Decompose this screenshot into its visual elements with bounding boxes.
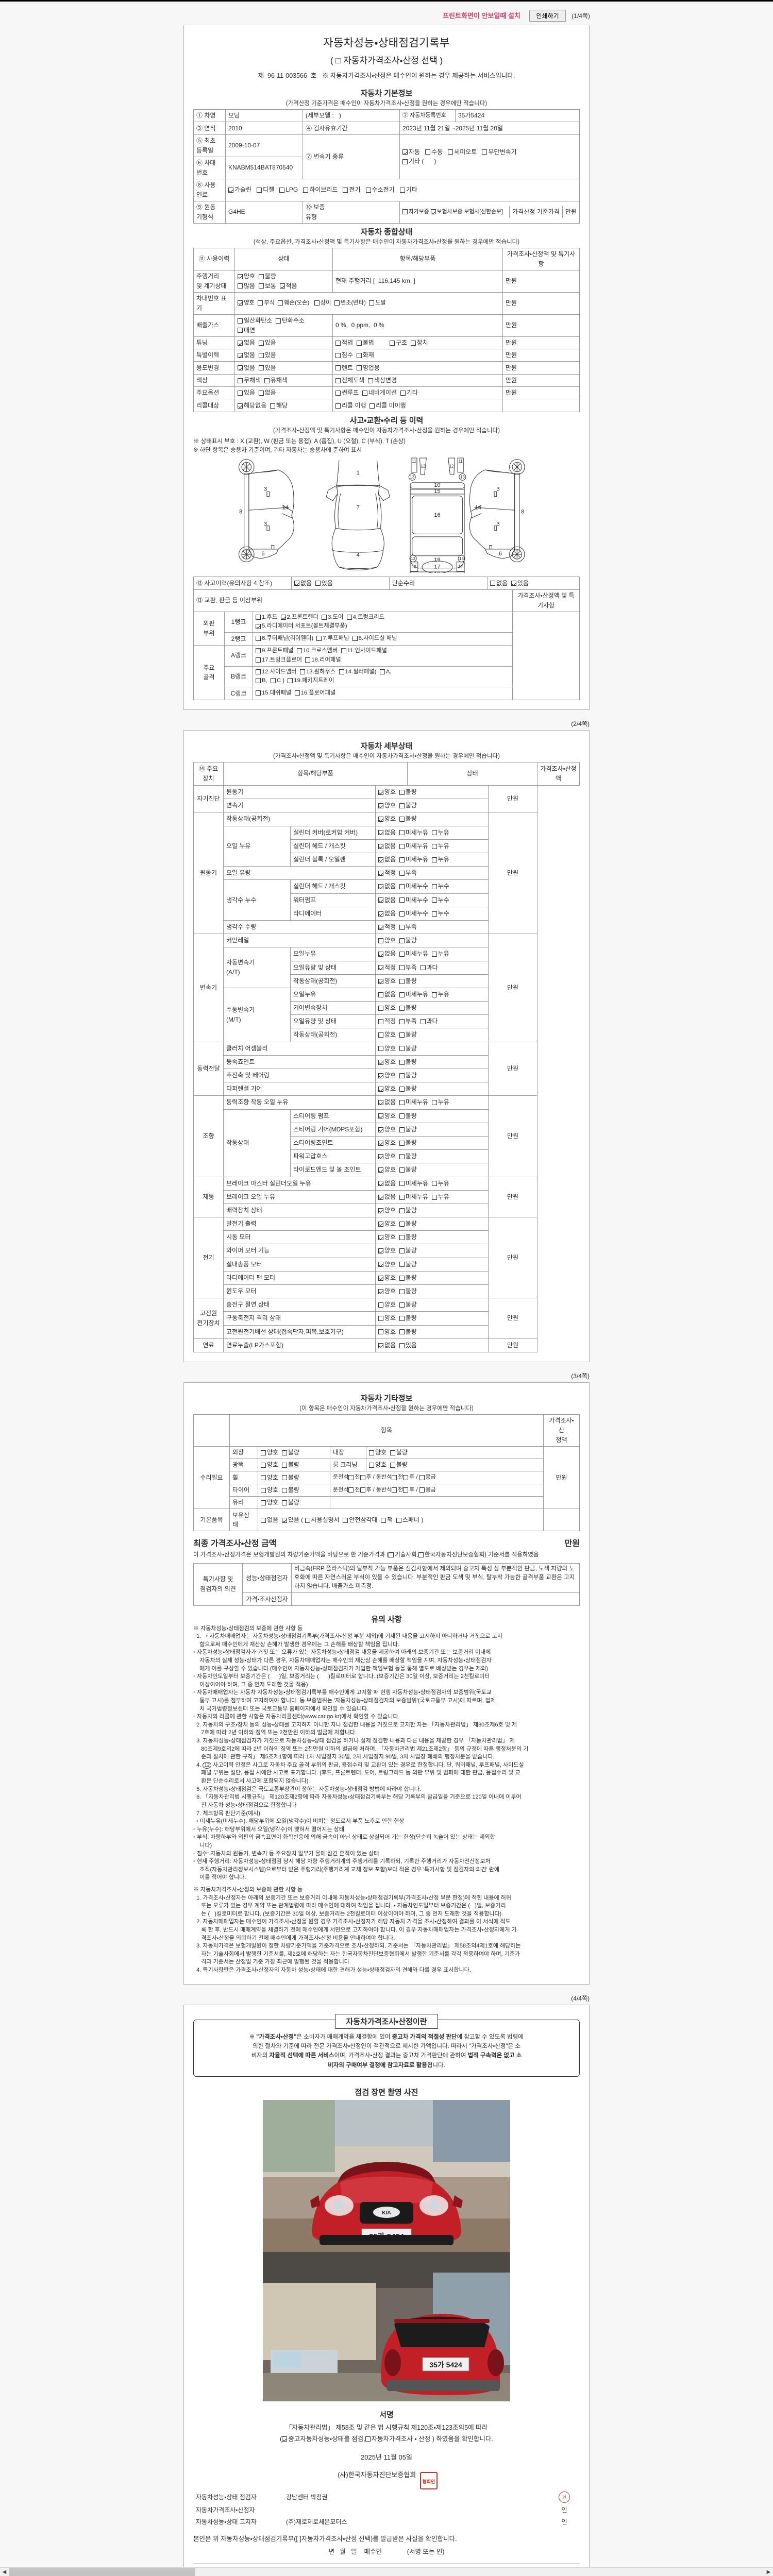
svg-text:8: 8 bbox=[239, 509, 242, 515]
svg-text:7: 7 bbox=[357, 505, 360, 511]
svg-text:19: 19 bbox=[434, 557, 440, 563]
svg-text:12: 12 bbox=[458, 565, 463, 569]
svg-text:11: 11 bbox=[459, 459, 463, 464]
svg-text:10: 10 bbox=[434, 482, 440, 488]
svg-text:6: 6 bbox=[499, 551, 502, 557]
svg-text:1: 1 bbox=[357, 470, 360, 476]
svg-text:14: 14 bbox=[282, 505, 289, 511]
svg-text:12: 12 bbox=[412, 565, 416, 569]
svg-text:15: 15 bbox=[434, 488, 440, 495]
svg-text:3: 3 bbox=[264, 486, 267, 493]
svg-text:16: 16 bbox=[434, 512, 440, 518]
svg-text:4: 4 bbox=[357, 552, 360, 558]
svg-text:12: 12 bbox=[449, 464, 454, 469]
svg-text:11: 11 bbox=[412, 459, 416, 464]
svg-text:12: 12 bbox=[421, 464, 426, 469]
svg-text:6: 6 bbox=[261, 551, 264, 557]
svg-text:3: 3 bbox=[496, 521, 499, 528]
svg-text:3: 3 bbox=[496, 486, 499, 493]
svg-text:13: 13 bbox=[410, 475, 414, 480]
svg-text:13: 13 bbox=[459, 556, 464, 561]
svg-text:KIA: KIA bbox=[382, 2210, 391, 2216]
svg-text:8: 8 bbox=[521, 509, 524, 515]
svg-text:14: 14 bbox=[475, 505, 481, 511]
svg-text:3: 3 bbox=[264, 521, 267, 528]
svg-text:13: 13 bbox=[411, 556, 415, 561]
svg-text:35가 5424: 35가 5424 bbox=[429, 2361, 462, 2369]
svg-text:18: 18 bbox=[434, 571, 440, 573]
svg-text:17: 17 bbox=[434, 564, 440, 570]
svg-text:13: 13 bbox=[460, 475, 465, 480]
